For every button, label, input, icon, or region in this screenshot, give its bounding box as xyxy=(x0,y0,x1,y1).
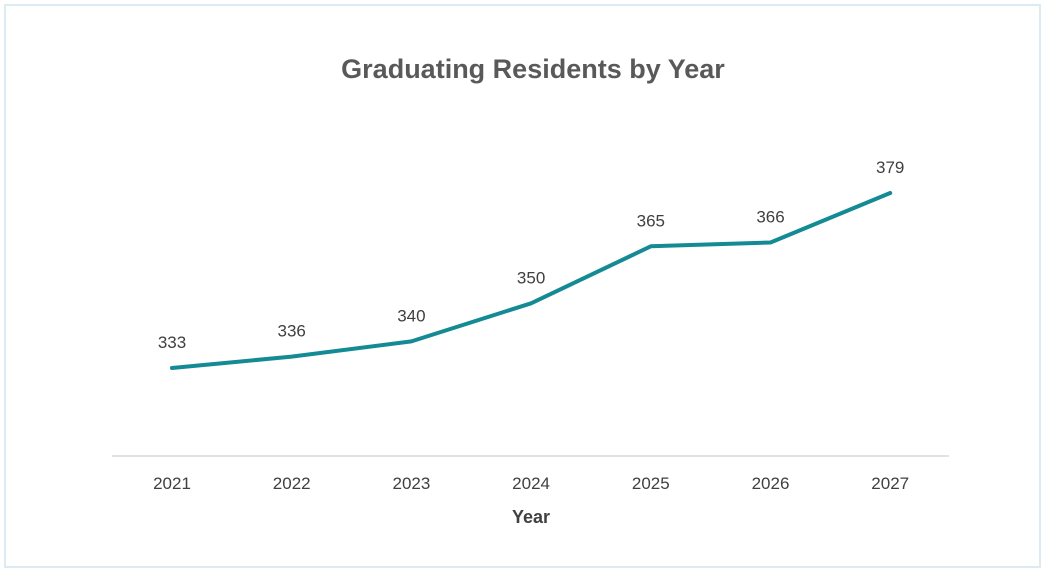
data-labels-layer: 333 336 340 350 365 366 379 xyxy=(158,158,905,352)
data-label: 365 xyxy=(637,211,665,230)
x-tick-label: 2024 xyxy=(512,474,550,493)
data-label: 340 xyxy=(397,306,425,325)
x-tick-label: 2025 xyxy=(632,474,670,493)
x-axis-title: Year xyxy=(512,507,550,527)
x-tick-label: 2023 xyxy=(392,474,430,493)
chart-title: Graduating Residents by Year xyxy=(341,54,725,84)
x-tick-label: 2026 xyxy=(752,474,790,493)
x-tick-label: 2027 xyxy=(871,474,909,493)
data-label: 379 xyxy=(876,158,904,177)
data-label: 350 xyxy=(517,268,545,287)
data-label: 366 xyxy=(756,208,784,227)
chart-frame xyxy=(4,4,1041,568)
x-tick-label: 2022 xyxy=(273,474,311,493)
series-line xyxy=(170,191,893,370)
x-tick-labels-layer: 2021 2022 2023 2024 2025 2026 2027 xyxy=(153,474,909,493)
data-label: 333 xyxy=(158,333,186,352)
x-tick-label: 2021 xyxy=(153,474,191,493)
series-layer xyxy=(170,191,893,370)
data-label: 336 xyxy=(278,322,306,341)
